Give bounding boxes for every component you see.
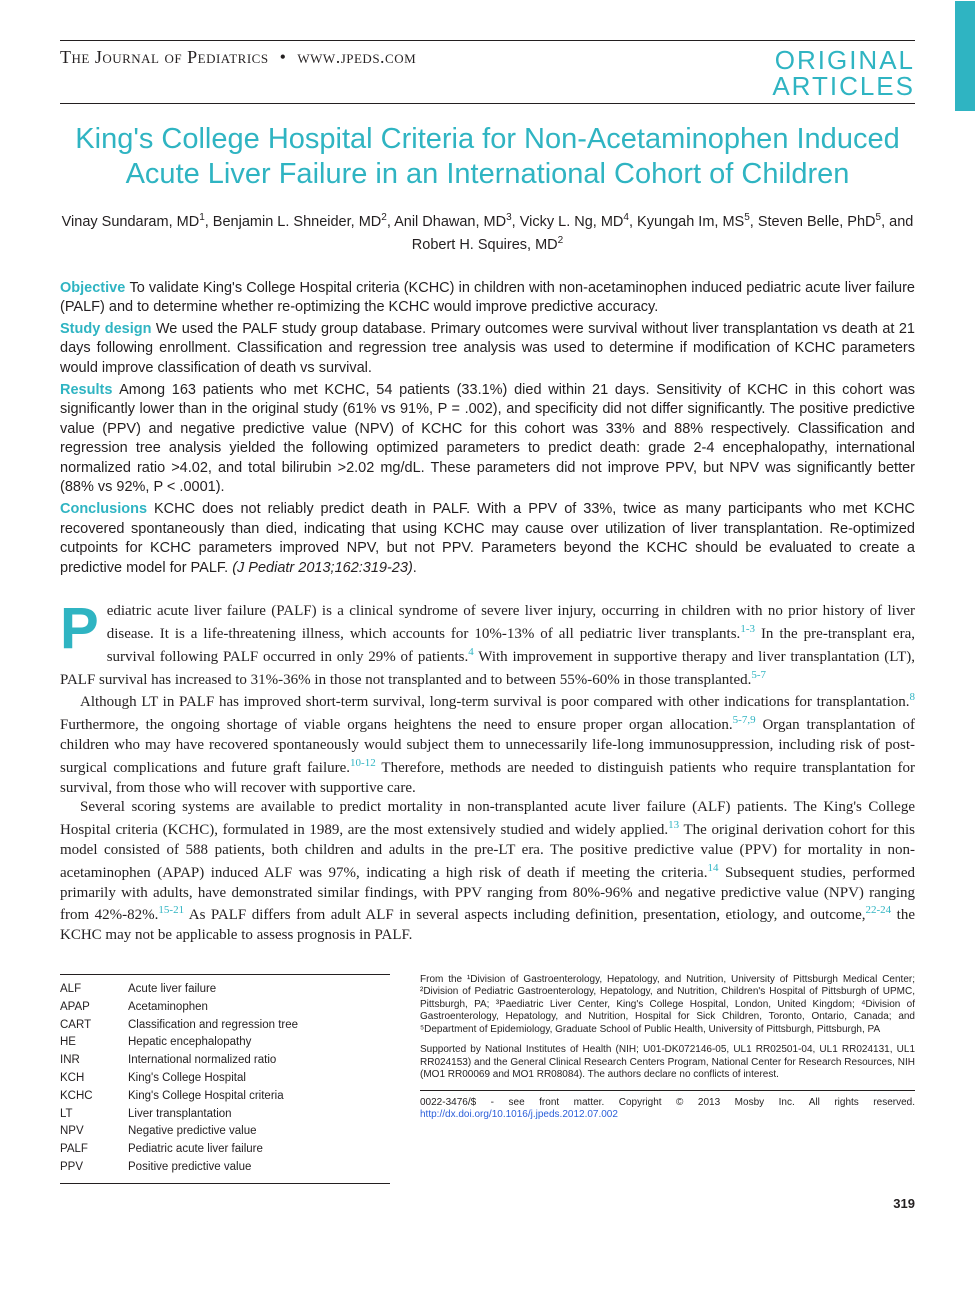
abstract-study-design: We used the PALF study group database. P… — [60, 321, 915, 376]
abbrev-key: APAP — [60, 999, 128, 1017]
abbrev-row: PALFPediatric acute liver failure — [60, 1141, 310, 1159]
ref-1-3[interactable]: 1-3 — [740, 623, 755, 635]
separator-dot: • — [280, 47, 287, 67]
abbrev-row: CARTClassification and regression tree — [60, 1017, 310, 1035]
label-study-design: Study design — [60, 321, 156, 337]
abstract-results: Among 163 patients who met KCHC, 54 pati… — [60, 382, 915, 496]
journal-site: www.jpeds.com — [297, 47, 416, 67]
ref-15-21[interactable]: 15-21 — [158, 904, 184, 916]
label-conclusions: Conclusions — [60, 501, 154, 517]
abbrev-row: PPVPositive predictive value — [60, 1159, 310, 1177]
article-title: King's College Hospital Criteria for Non… — [70, 122, 905, 192]
abbrev-key: PALF — [60, 1141, 128, 1159]
ref-22-24[interactable]: 22-24 — [866, 904, 892, 916]
abbrev-row: KCHKing's College Hospital — [60, 1070, 310, 1088]
doi-link[interactable]: http://dx.doi.org/10.1016/j.jpeds.2012.0… — [420, 1109, 618, 1120]
abbrev-row: APAPAcetaminophen — [60, 999, 310, 1017]
abstract-block: Objective To validate King's College Hos… — [60, 279, 915, 578]
abstract-objective: To validate King's College Hospital crit… — [60, 280, 915, 316]
affil-rule — [420, 1090, 915, 1091]
abbrev-row: KCHCKing's College Hospital criteria — [60, 1088, 310, 1106]
abbrev-value: Acute liver failure — [128, 981, 310, 999]
ref-5-7[interactable]: 5-7 — [751, 669, 766, 681]
ref-5-7-9[interactable]: 5-7,9 — [733, 714, 756, 726]
abbrev-value: Classification and regression tree — [128, 1017, 310, 1035]
ref-13[interactable]: 13 — [668, 819, 679, 831]
body-para-3: Several scoring systems are available to… — [60, 798, 915, 946]
abbrev-value: International normalized ratio — [128, 1052, 310, 1070]
top-rule — [60, 40, 915, 41]
affiliations-box: From the ¹Division of Gastroenterology, … — [420, 974, 915, 1130]
abbrev-value: Pediatric acute liver failure — [128, 1141, 310, 1159]
abbrev-row: ALFAcute liver failure — [60, 981, 310, 999]
page: The Journal of Pediatrics • www.jpeds.co… — [0, 0, 975, 1241]
abbrev-key: INR — [60, 1052, 128, 1070]
abbrev-key: ALF — [60, 981, 128, 999]
abbreviations-table: ALFAcute liver failureAPAPAcetaminophenC… — [60, 981, 310, 1177]
abstract-citation: (J Pediatr 2013;162:319-23) — [232, 560, 413, 576]
affiliations-from: From the ¹Division of Gastroenterology, … — [420, 974, 915, 1037]
abbrev-key: KCH — [60, 1070, 128, 1088]
section-badge: ORIGINAL ARTICLES — [772, 47, 915, 99]
body-para-1: Pediatric acute liver failure (PALF) is … — [60, 602, 915, 690]
ref-14[interactable]: 14 — [707, 862, 718, 874]
header-separator — [60, 103, 915, 104]
abbrev-row: LTLiver transplantation — [60, 1106, 310, 1124]
abbrev-value: Hepatic encephalopathy — [128, 1034, 310, 1052]
lower-columns: ALFAcute liver failureAPAPAcetaminophenC… — [60, 974, 915, 1184]
copyright-line: 0022-3476/$ - see front matter. Copyrigh… — [420, 1097, 915, 1122]
badge-bar — [955, 1, 975, 111]
abbrev-key: NPV — [60, 1123, 128, 1141]
journal-header: The Journal of Pediatrics • www.jpeds.co… — [60, 47, 416, 68]
section-label: ORIGINAL ARTICLES — [772, 47, 915, 99]
abbrev-value: Acetaminophen — [128, 999, 310, 1017]
journal-name: The Journal of Pediatrics — [60, 47, 269, 67]
abbrev-value: Liver transplantation — [128, 1106, 310, 1124]
ref-10-12[interactable]: 10-12 — [350, 757, 376, 769]
abbreviations-box: ALFAcute liver failureAPAPAcetaminophenC… — [60, 974, 390, 1184]
body-para-2: Although LT in PALF has improved short-t… — [60, 690, 915, 798]
abbrev-key: CART — [60, 1017, 128, 1035]
label-results: Results — [60, 382, 119, 398]
body-text: Pediatric acute liver failure (PALF) is … — [60, 602, 915, 946]
abbrev-value: King's College Hospital — [128, 1070, 310, 1088]
abbrev-value: Negative predictive value — [128, 1123, 310, 1141]
abbrev-row: INRInternational normalized ratio — [60, 1052, 310, 1070]
header-row: The Journal of Pediatrics • www.jpeds.co… — [60, 47, 915, 99]
abbrev-row: HEHepatic encephalopathy — [60, 1034, 310, 1052]
abbrev-value: King's College Hospital criteria — [128, 1088, 310, 1106]
author-list: Vinay Sundaram, MD1, Benjamin L. Shneide… — [60, 210, 915, 257]
section-line2: ARTICLES — [772, 71, 915, 101]
page-number: 319 — [60, 1196, 915, 1211]
abbrev-row: NPVNegative predictive value — [60, 1123, 310, 1141]
abbrev-key: PPV — [60, 1159, 128, 1177]
abbrev-key: HE — [60, 1034, 128, 1052]
ref-8[interactable]: 8 — [910, 691, 916, 703]
abbrev-value: Positive predictive value — [128, 1159, 310, 1177]
label-objective: Objective — [60, 280, 129, 296]
dropcap: P — [60, 602, 107, 652]
affiliations-support: Supported by National Institutes of Heal… — [420, 1044, 915, 1082]
abstract-conclusions: KCHC does not reliably predict death in … — [60, 501, 915, 576]
abbrev-key: LT — [60, 1106, 128, 1124]
abbrev-key: KCHC — [60, 1088, 128, 1106]
